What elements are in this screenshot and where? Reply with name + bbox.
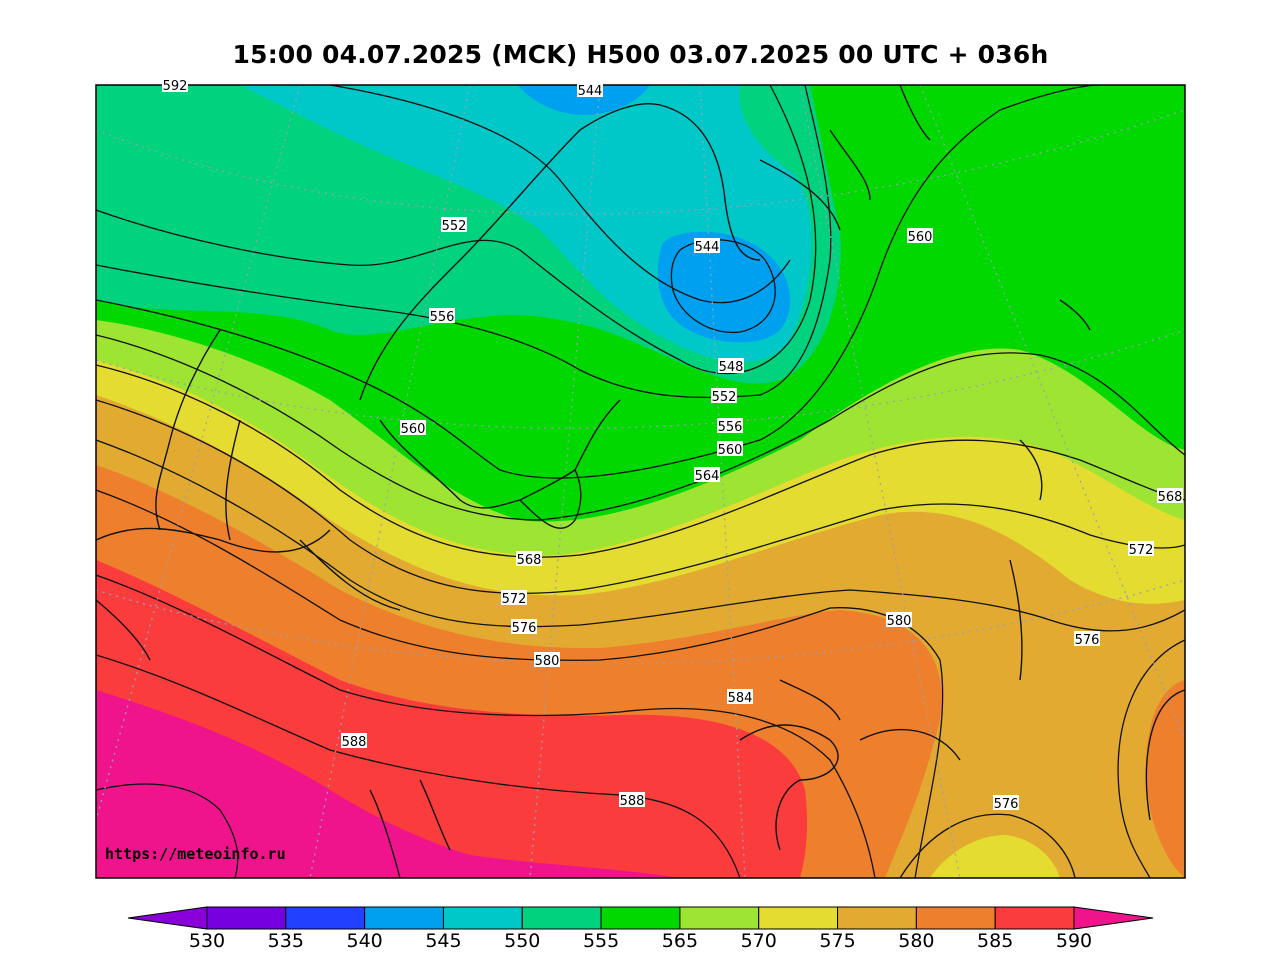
colorbar-tick-label: 535 [267, 930, 304, 952]
contour-label: 544 [577, 82, 603, 99]
colorbar-segment [521, 906, 602, 930]
contour-label: 568 [516, 551, 542, 568]
contour-label: 560 [717, 441, 743, 458]
colorbar-segment [364, 906, 444, 930]
svg-text:556: 556 [430, 310, 455, 325]
colorbar-tick-label: 590 [1055, 930, 1093, 952]
colorbar-extend-low [127, 906, 208, 930]
svg-text:588: 588 [342, 735, 367, 750]
svg-text:576: 576 [1075, 633, 1100, 648]
svg-text:572: 572 [502, 592, 527, 607]
svg-text:564: 564 [695, 469, 720, 484]
svg-text:560: 560 [718, 443, 743, 458]
contour-label: 556 [429, 308, 455, 325]
contour-label: 556 [717, 418, 743, 435]
svg-text:548: 548 [719, 360, 744, 375]
contour-label: 588 [619, 792, 645, 809]
watermark-url: https://meteoinfo.ru [105, 845, 286, 863]
svg-text:544: 544 [695, 240, 720, 255]
colorbar-segment [994, 906, 1075, 930]
contour-label: 580 [886, 612, 912, 629]
colorbar-segment [442, 906, 523, 930]
svg-text:576: 576 [512, 621, 537, 636]
contour-label: 572 [501, 590, 527, 607]
contour-label: 552 [441, 217, 467, 234]
colorbar-segment [915, 906, 996, 930]
colorbar [127, 906, 1154, 930]
svg-text:560: 560 [908, 230, 933, 245]
svg-text:592: 592 [163, 79, 188, 94]
colorbar-extend-high [1073, 906, 1154, 930]
contour-label: 564 [694, 467, 720, 484]
colorbar-tick-label: 580 [898, 930, 935, 952]
svg-text:552: 552 [442, 219, 467, 234]
contour-label: 588 [341, 733, 367, 750]
svg-text:568: 568 [517, 553, 542, 568]
contour-label: 580 [534, 652, 560, 669]
svg-text:580: 580 [535, 654, 560, 669]
coastlines [96, 85, 1185, 878]
colorbar-tick-label: 575 [819, 930, 856, 952]
colorbar-segment [837, 906, 917, 930]
colorbar-segment [600, 906, 681, 930]
isohypse-lines [96, 85, 1185, 878]
colorbar-tick-label: 585 [977, 930, 1014, 952]
map-title: 15:00 04.07.2025 (MCK) H500 03.07.2025 0… [232, 40, 1049, 69]
svg-text:584: 584 [728, 691, 753, 706]
contour-label: 576 [993, 795, 1019, 812]
colorbar-tick-label: 570 [740, 930, 777, 952]
colorbar-segment [758, 906, 839, 930]
contour-label: 560 [907, 228, 933, 245]
contour-label: 584 [727, 689, 753, 706]
map-frame [95, 84, 1186, 879]
contour-label: 592 [162, 77, 188, 94]
colorbar-tick-label: 540 [346, 930, 383, 952]
svg-text:588: 588 [620, 794, 645, 809]
svg-text:572: 572 [1129, 543, 1154, 558]
contour-label: 576 [511, 619, 537, 636]
svg-text:568: 568 [1158, 490, 1183, 505]
colorbar-segment [679, 906, 760, 930]
colorbar-tick-label: 555 [582, 930, 620, 952]
svg-text:556: 556 [718, 420, 743, 435]
contour-label: 544 [694, 238, 720, 255]
contour-label: 560 [400, 420, 426, 437]
contour-label: 576 [1074, 631, 1100, 648]
svg-text:544: 544 [578, 84, 603, 99]
colorbar-tick-label: 550 [504, 930, 541, 952]
contour-label: 548 [718, 358, 744, 375]
contour-label: 568 [1157, 488, 1183, 505]
svg-text:552: 552 [712, 390, 737, 405]
colorbar-tick-label: 545 [425, 930, 462, 952]
contour-label: 572 [1128, 541, 1154, 558]
contour-label: 552 [711, 388, 737, 405]
colorbar-segment [285, 906, 366, 930]
svg-text:580: 580 [887, 614, 912, 629]
svg-text:576: 576 [994, 797, 1019, 812]
colorbar-tick-label: 530 [188, 930, 226, 952]
colorbar-segment [206, 906, 287, 930]
contour-labels: 544 544 552 556 560 560 548 552 556 560 564 568 572 5… [162, 77, 1183, 812]
filled-geopotential-field [96, 85, 1185, 878]
svg-text:560: 560 [401, 422, 426, 437]
colorbar-tick-label: 565 [661, 930, 699, 952]
